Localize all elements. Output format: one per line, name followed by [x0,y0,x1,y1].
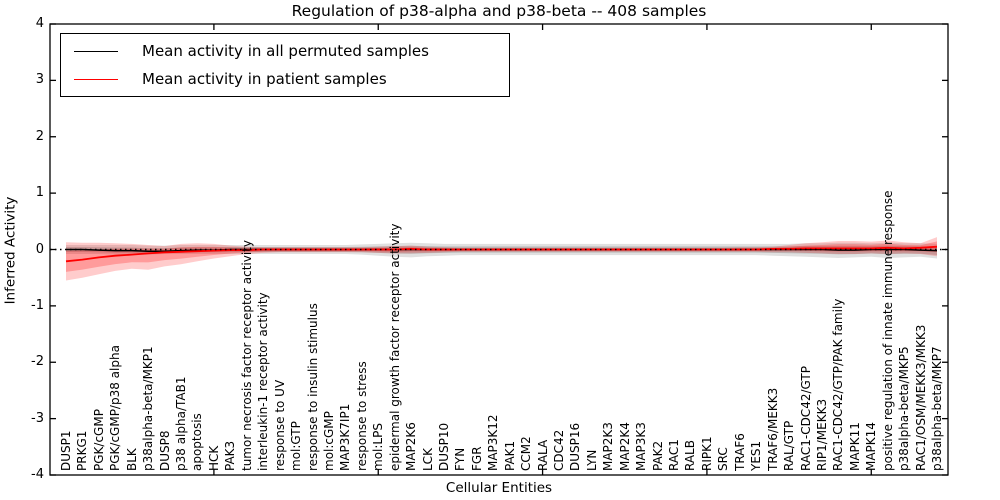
x-tick-label: PAK2 [650,440,665,471]
x-tick-label: response to UV [272,379,287,471]
x-tick-label: PAK1 [502,440,517,471]
x-tick-label: YES1 [749,440,764,471]
x-tick-label: mol:cGMP [321,411,336,471]
x-tick-label: tumor necrosis factor receptor activity [239,240,254,471]
x-tick-label: response to insulin stimulus [305,303,320,471]
x-tick-label: RALA [535,439,550,471]
x-tick-label: MAPK14 [864,422,879,471]
y-tick-label: 3 [35,72,44,88]
x-tick-label: response to stress [354,361,369,471]
x-tick-label: TRAF6/MEKK3 [765,387,780,471]
x-axis-label: Cellular Entities [445,480,553,496]
x-tick-label: p38 alpha/TAB1 [174,376,189,471]
x-tick-label: mol:LPS [371,423,386,471]
x-tick-label: apoptosis [190,413,205,471]
x-tick-label: MAP3K3 [634,422,649,471]
x-tick-label: positive regulation of innate immune res… [880,190,895,471]
x-tick-label: MAP3K7IP1 [338,403,353,471]
x-tick-label: RAC1/OSM/MEKK3/MKK3 [913,324,928,471]
x-tick-label: epidermal growth factor receptor activit… [387,223,402,471]
x-tick-label: DUSP1 [59,430,73,471]
x-tick-label: RAC1-CDC42/GTP/PAK family [831,298,846,471]
legend-entry-permuted: Mean activity in all permuted samples [61,38,509,64]
x-tick-label: mol:GTP [289,421,304,471]
x-tick-label: PGK/cGMP/p38 alpha [108,345,123,471]
y-tick-label: 4 [35,16,44,31]
x-tick-label: interleukin-1 receptor activity [256,292,271,471]
x-tick-label: RAC1-CDC42/GTP [798,366,813,471]
x-tick-label: p38alpha-beta/MKP7 [930,346,944,471]
x-tick-label: LYN [584,449,599,471]
x-tick-label: TRAF6 [732,433,747,471]
y-tick-label: -1 [31,297,44,313]
x-tick-label: HCK [206,445,221,471]
y-tick-label: 1 [35,185,44,201]
band-outer [66,242,937,259]
x-tick-label: FYN [453,447,468,471]
x-tick-label: MAP2K4 [617,422,632,471]
x-tick-label: RAC1 [667,439,682,471]
y-tick-label: -3 [31,410,44,426]
band-outer [66,237,937,281]
x-tick-label: PRKG1 [75,430,90,471]
legend-line-sample-red [74,78,118,80]
x-tick-label: RAL/GTP [782,420,797,471]
x-tick-label: MAP2K3 [601,422,616,471]
legend-label: Mean activity in patient samples [142,70,387,88]
x-tick-label: SRC [716,447,731,471]
y-tick-label: -2 [31,354,44,370]
x-tick-label: FGR [469,446,484,471]
x-tick-label: PGK/cGMP [91,409,106,471]
x-tick-label: BLK [124,448,139,471]
x-tick-label: MAP3K12 [486,414,501,471]
x-tick-label: p38alpha-beta/MKP5 [897,346,912,471]
x-tick-label: p38alpha-beta/MKP1 [141,346,156,471]
x-tick-label: MAP2K6 [404,422,419,471]
x-tick-label: RIP1/MEKK3 [814,398,829,471]
y-tick-label: 0 [35,241,44,257]
y-tick-label: 2 [35,128,44,144]
x-tick-label: DUSP8 [157,430,172,471]
legend: Mean activity in all permuted samples Me… [60,33,510,97]
x-tick-label: RALB [683,440,698,471]
x-tick-label: CDC42 [552,429,567,471]
x-tick-label: MAPK11 [847,422,862,471]
x-tick-label: RIPK1 [699,436,714,471]
x-tick-label: PAK3 [223,440,238,471]
legend-line-sample-black [74,50,118,52]
x-tick-label: CCM2 [519,436,534,471]
x-tick-label: DUSP10 [436,422,451,471]
y-tick-label: -4 [31,467,44,482]
x-tick-label: LCK [420,448,435,471]
legend-label: Mean activity in all permuted samples [142,42,429,60]
chart-title: Regulation of p38-alpha and p38-beta -- … [291,2,707,20]
legend-entry-patient: Mean activity in patient samples [61,66,509,92]
x-tick-label: DUSP16 [568,422,583,471]
